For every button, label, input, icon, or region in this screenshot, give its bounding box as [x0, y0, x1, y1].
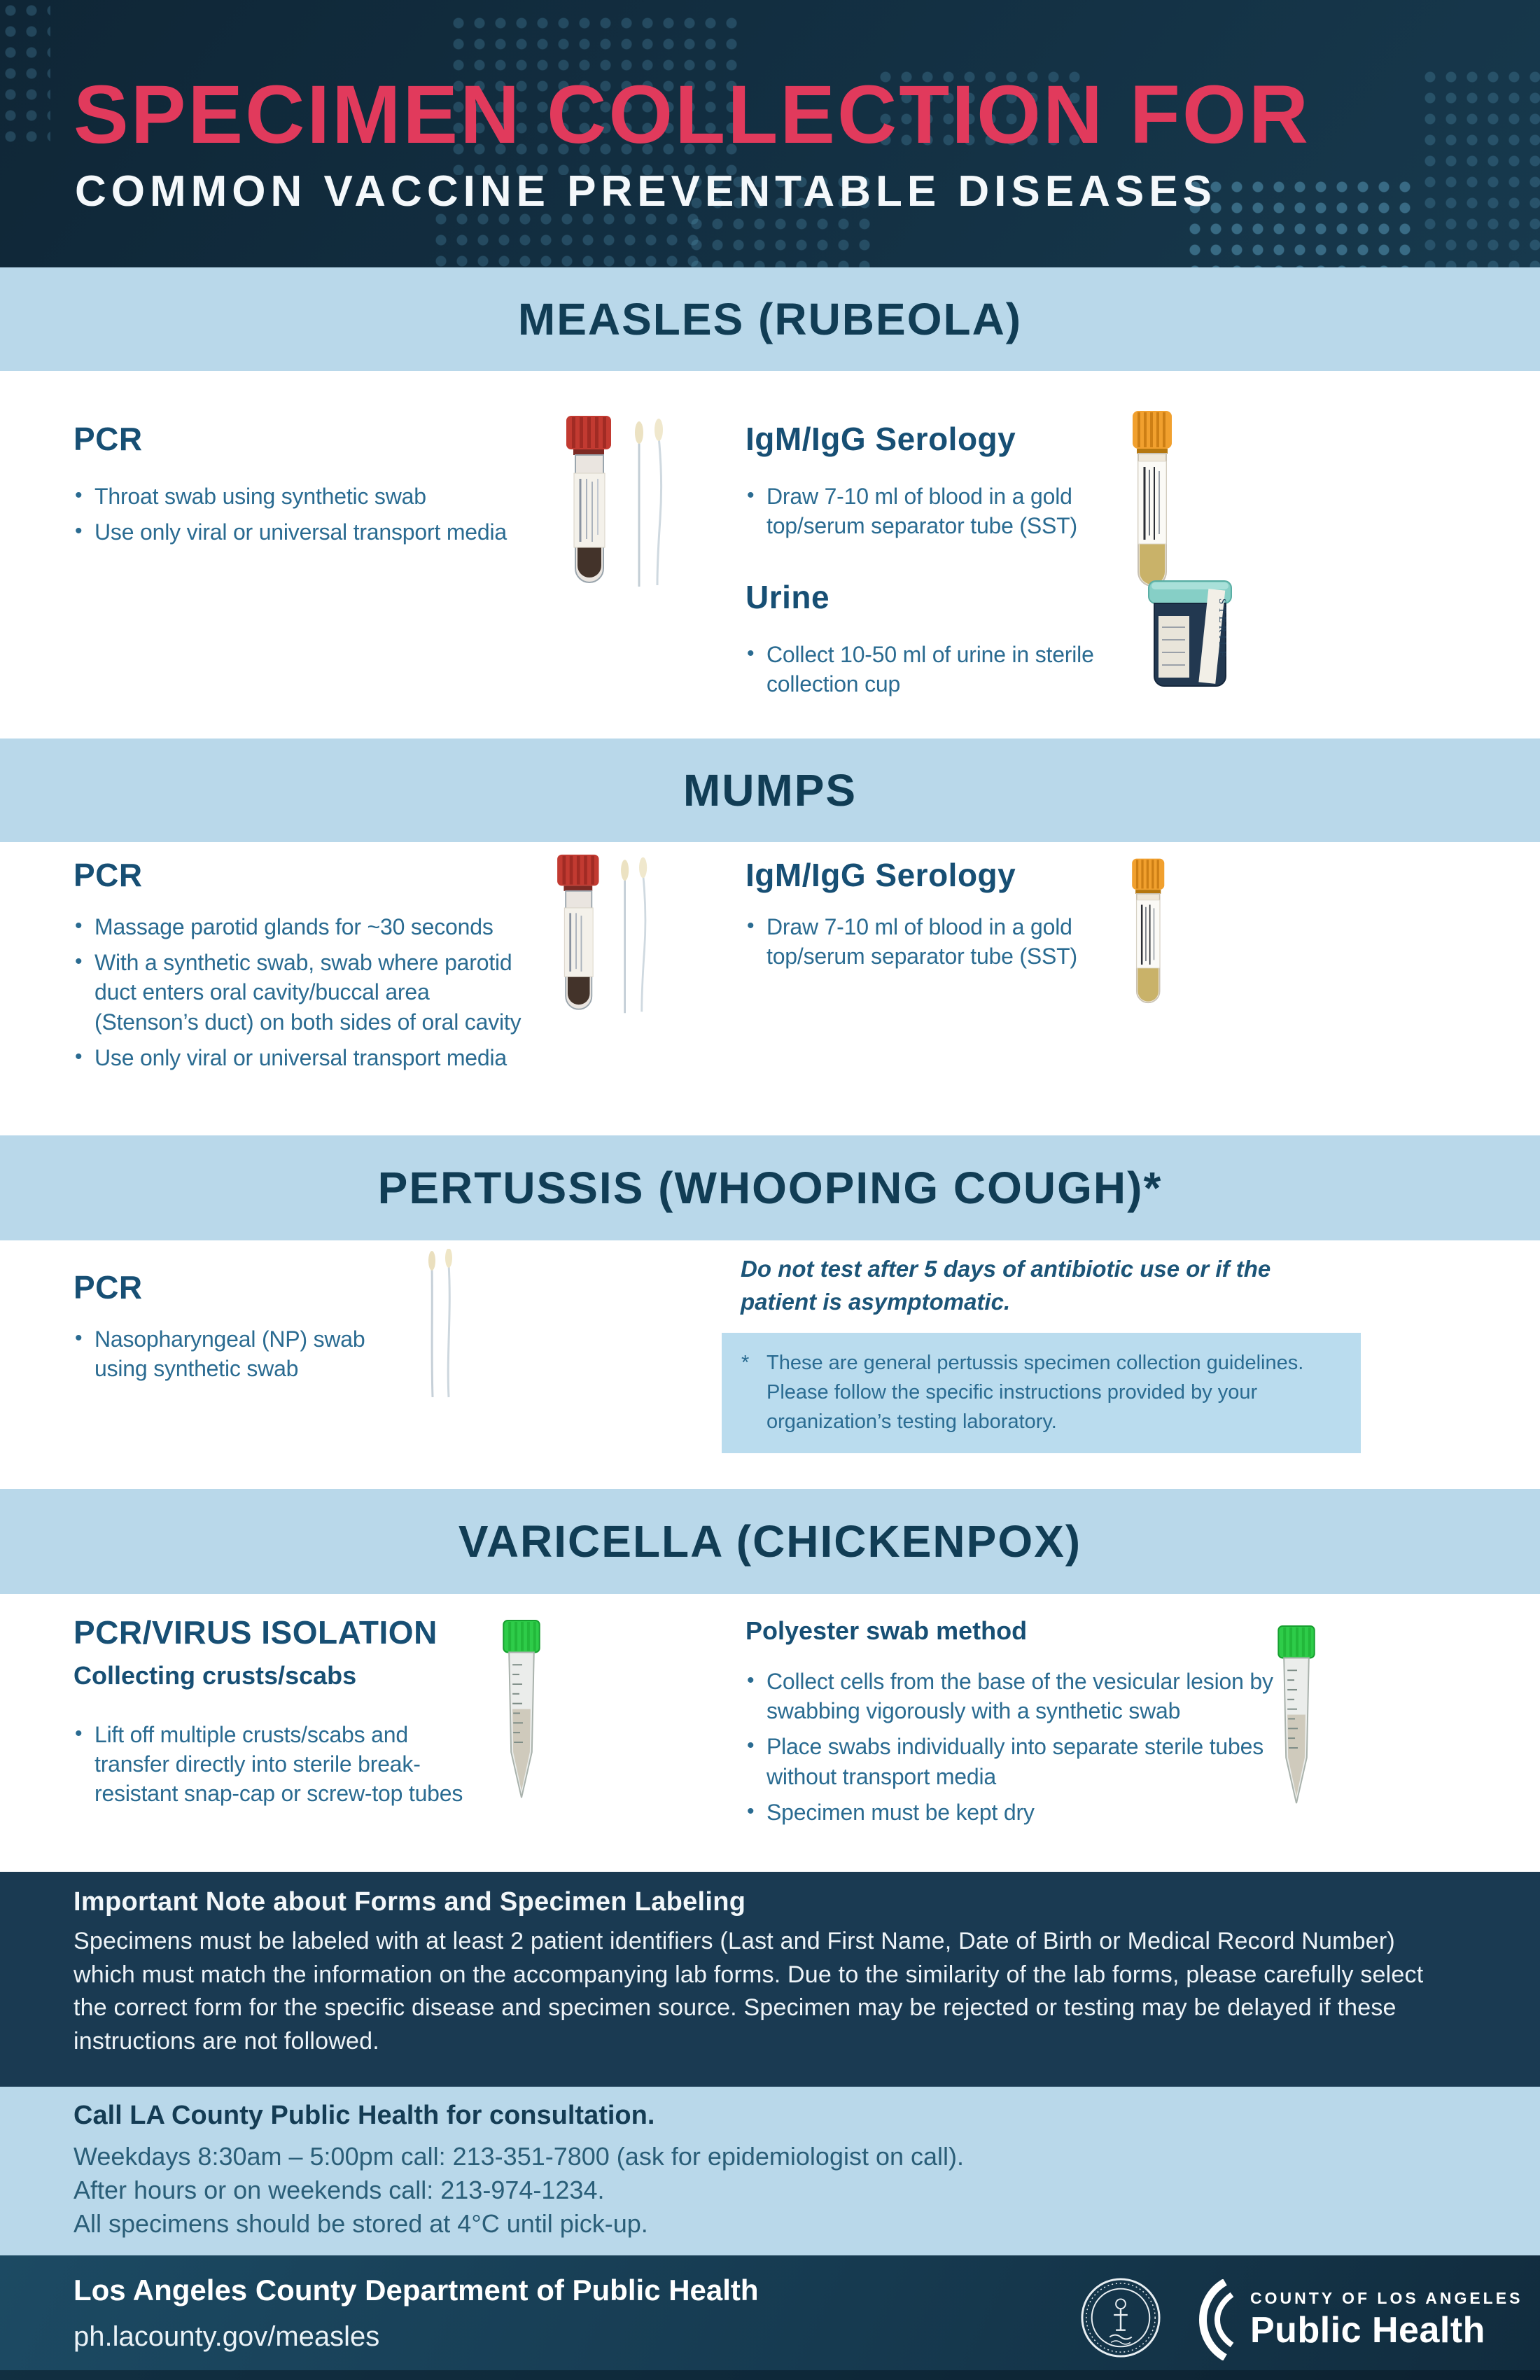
dot-pattern [430, 209, 707, 267]
bullet-item: With a synthetic swab, swab where paroti… [74, 948, 532, 1037]
logo-public-health-line: Public Health [1250, 2309, 1485, 2351]
varicella-band: VARICELLA (CHICKENPOX) [0, 1489, 1540, 1594]
pertussis-pcr-bullets: Nasopharyngeal (NP) swab using synthetic… [74, 1324, 368, 1390]
mumps-band: MUMPS [0, 738, 1540, 842]
pertussis-band-title: PERTUSSIS (WHOOPING COUGH)* [377, 1163, 1163, 1213]
measles-serology-bullets: Draw 7-10 ml of blood in a gold top/seru… [746, 482, 1110, 547]
conical-tube-icon [1268, 1625, 1324, 1808]
consultation-section: Call LA County Public Health for consult… [0, 2087, 1540, 2255]
urine-cup-icon: STERILE [1144, 575, 1236, 691]
footer-url: ph.lacounty.gov/measles [74, 2321, 380, 2352]
bullet-item: Specimen must be kept dry [746, 1798, 1274, 1827]
consultation-heading: Call LA County Public Health for consult… [74, 2101, 655, 2130]
pertussis-content: PCR Nasopharyngeal (NP) swab using synth… [0, 1240, 1540, 1489]
varicella-pcr-heading: PCR/VIRUS ISOLATION [74, 1614, 438, 1651]
dot-pattern [448, 13, 742, 175]
nasopharyngeal-swab-icon [410, 1249, 472, 1403]
varicella-swab-heading: Polyester swab method [746, 1616, 1028, 1645]
measles-urine-bullets: Collect 10-50 ml of urine in sterile col… [746, 640, 1166, 705]
dot-pattern [0, 0, 50, 148]
varicella-swab-bullets: Collect cells from the base of the vesic… [746, 1667, 1274, 1833]
asterisk-marker: * [741, 1352, 750, 1374]
measles-band-title: MEASLES (RUBEOLA) [517, 294, 1023, 344]
footer-org-name: Los Angeles County Department of Public … [74, 2274, 759, 2306]
mumps-band-title: MUMPS [682, 765, 858, 816]
consultation-lines: Weekdays 8:30am – 5:00pm call: 213-351-7… [74, 2140, 964, 2241]
poster-header: SPECIMEN COLLECTION FOR COMMON VACCINE P… [0, 0, 1540, 267]
public-health-logo-icon [1186, 2279, 1238, 2360]
mumps-content: PCR Massage parotid glands for ~30 secon… [0, 842, 1540, 1135]
poster-footer: Los Angeles County Department of Public … [0, 2255, 1540, 2380]
sst-tube-icon [1121, 410, 1181, 595]
pertussis-pcr-heading: PCR [74, 1269, 143, 1306]
bullet-item: Throat swab using synthetic swab [74, 482, 567, 511]
viral-transport-tube-icon [547, 853, 659, 1016]
mumps-serology-heading: IgM/IgG Serology [746, 857, 1016, 893]
bullet-item: Draw 7-10 ml of blood in a gold top/seru… [746, 912, 1110, 971]
consultation-line: Weekdays 8:30am – 5:00pm call: 213-351-7… [74, 2142, 965, 2171]
bullet-item: Draw 7-10 ml of blood in a gold top/seru… [746, 482, 1110, 540]
bullet-item: Collect 10-50 ml of urine in sterile col… [746, 640, 1166, 699]
varicella-pcr-subheading: Collecting crusts/scabs [74, 1661, 357, 1690]
la-county-seal-icon [1079, 2276, 1162, 2359]
pertussis-warning: Do not test after 5 days of antibiotic u… [741, 1256, 1271, 1315]
bullet-item: Nasopharyngeal (NP) swab using synthetic… [74, 1324, 368, 1383]
public-health-logo: COUNTY OF LOS ANGELES Public Health [1186, 2279, 1522, 2360]
pertussis-band: PERTUSSIS (WHOOPING COUGH)* [0, 1135, 1540, 1240]
measles-serology-heading: IgM/IgG Serology [746, 421, 1016, 457]
dot-pattern [875, 66, 1085, 149]
bullet-item: Massage parotid glands for ~30 seconds [74, 912, 532, 941]
dot-pattern [1184, 176, 1420, 267]
mumps-pcr-heading: PCR [74, 857, 143, 893]
bullet-item: Collect cells from the base of the vesic… [746, 1667, 1274, 1726]
sst-tube-icon [1123, 858, 1172, 1010]
important-note-heading: Important Note about Forms and Specimen … [74, 1887, 746, 1917]
measles-pcr-bullets: Throat swab using synthetic swab Use onl… [74, 482, 567, 553]
poster-title: SPECIMEN COLLECTION FOR [74, 69, 1310, 161]
public-health-logo-text: COUNTY OF LOS ANGELES Public Health [1250, 2289, 1522, 2351]
important-note-body: Specimens must be labeled with at least … [74, 1928, 1424, 2054]
measles-pcr-heading: PCR [74, 421, 143, 457]
pertussis-note-box: * These are general pertussis specimen c… [722, 1333, 1361, 1454]
bullet-item: Place swabs individually into separate s… [746, 1732, 1274, 1791]
dot-pattern [1420, 66, 1540, 267]
logo-county-line: COUNTY OF LOS ANGELES [1250, 2288, 1523, 2307]
important-note-section: Important Note about Forms and Specimen … [0, 1872, 1540, 2087]
varicella-band-title: VARICELLA (CHICKENPOX) [458, 1516, 1082, 1567]
consultation-line: All specimens should be stored at 4°C un… [74, 2209, 648, 2239]
urine-cup-label: STERILE [1217, 598, 1228, 660]
swab-pair-icon [621, 857, 648, 1014]
mumps-pcr-bullets: Massage parotid glands for ~30 seconds W… [74, 912, 532, 1079]
poster-subtitle: COMMON VACCINE PREVENTABLE DISEASES [75, 167, 1217, 216]
varicella-pcr-bullets: Lift off multiple crusts/scabs and trans… [74, 1720, 476, 1815]
measles-content: PCR Throat swab using synthetic swab Use… [0, 371, 1540, 738]
swab-pair-icon [635, 419, 663, 587]
mumps-serology-bullets: Draw 7-10 ml of blood in a gold top/seru… [746, 912, 1110, 977]
viral-transport-tube-icon [556, 414, 676, 589]
varicella-content: PCR/VIRUS ISOLATION Collecting crusts/sc… [0, 1594, 1540, 1872]
bullet-item: Use only viral or universal transport me… [74, 517, 567, 547]
consultation-line: After hours or on weekends call: 213-974… [74, 2176, 605, 2205]
dot-pattern [686, 172, 875, 267]
bullet-item: Use only viral or universal transport me… [74, 1043, 532, 1072]
conical-tube-icon [493, 1619, 550, 1802]
measles-urine-heading: Urine [746, 579, 830, 615]
bullet-item: Lift off multiple crusts/scabs and trans… [74, 1720, 476, 1809]
pertussis-note-text: These are general pertussis specimen col… [766, 1352, 1304, 1434]
measles-band: MEASLES (RUBEOLA) [0, 267, 1540, 371]
